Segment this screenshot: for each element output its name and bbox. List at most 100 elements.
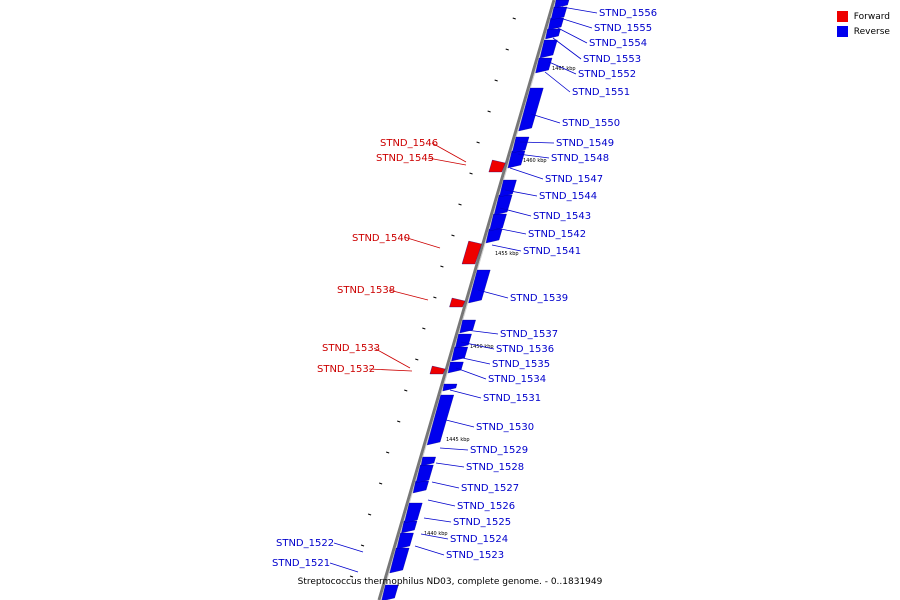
label-leader-line <box>477 289 509 299</box>
gene-label-stnd-1556[interactable]: STND_1556 <box>599 8 657 19</box>
gene-label-stnd-1550[interactable]: STND_1550 <box>562 118 620 129</box>
legend-label-forward: Forward <box>853 11 890 22</box>
minor-tick-mark <box>397 420 401 423</box>
gene-label-stnd-1555[interactable]: STND_1555 <box>594 23 652 34</box>
label-leader-line <box>439 447 469 451</box>
reverse-gene-block <box>539 39 558 59</box>
label-leader-line <box>427 499 456 507</box>
genome-backbone-highlight <box>380 0 557 600</box>
gene-label-stnd-1547[interactable]: STND_1547 <box>545 174 603 185</box>
reverse-gene-block <box>381 584 399 600</box>
minor-tick-mark <box>415 358 419 361</box>
label-leader-line <box>457 356 491 365</box>
gene-label-stnd-1552[interactable]: STND_1552 <box>578 69 636 80</box>
gene-label-stnd-1523[interactable]: STND_1523 <box>446 550 504 561</box>
gene-label-stnd-1536[interactable]: STND_1536 <box>496 344 554 355</box>
minor-tick-mark <box>476 141 480 144</box>
gene-label-stnd-1535[interactable]: STND_1535 <box>492 359 550 370</box>
label-leader-line <box>530 113 561 124</box>
label-leader-line <box>368 368 413 372</box>
gene-label-stnd-1545[interactable]: STND_1545 <box>376 153 434 164</box>
gene-label-stnd-1529[interactable]: STND_1529 <box>470 445 528 456</box>
label-leader-line <box>519 141 555 144</box>
gene-label-stnd-1534[interactable]: STND_1534 <box>488 374 546 385</box>
label-leader-line <box>509 167 544 180</box>
reverse-gene-block <box>554 0 570 9</box>
reverse-gene-block <box>396 532 414 550</box>
gene-label-stnd-1542[interactable]: STND_1542 <box>528 229 586 240</box>
minor-tick-mark <box>440 265 444 268</box>
gene-label-stnd-1549[interactable]: STND_1549 <box>556 138 614 149</box>
scale-tick-1440: 1440 kbp <box>424 531 448 537</box>
gene-label-stnd-1539[interactable]: STND_1539 <box>510 293 568 304</box>
gene-label-stnd-1546[interactable]: STND_1546 <box>380 138 438 149</box>
label-leader-line <box>423 517 452 523</box>
gene-label-stnd-1548[interactable]: STND_1548 <box>551 153 609 164</box>
label-leader-line <box>455 367 487 380</box>
gene-label-stnd-1521[interactable]: STND_1521 <box>272 558 330 569</box>
reverse-gene-block <box>489 213 507 232</box>
reverse-gene-block <box>550 6 568 21</box>
gene-label-stnd-1531[interactable]: STND_1531 <box>483 393 541 404</box>
reverse-gene-block <box>468 269 491 304</box>
label-leader-line <box>333 542 364 553</box>
minor-tick-mark <box>451 234 455 237</box>
label-leader-line <box>414 545 445 556</box>
gene-label-stnd-1551[interactable]: STND_1551 <box>572 87 630 98</box>
legend: Forward Reverse <box>836 9 890 39</box>
label-leader-line <box>329 562 359 573</box>
label-leader-line <box>465 329 499 335</box>
reverse-gene-block <box>426 394 454 446</box>
label-leader-line <box>559 17 593 29</box>
reverse-gene-block <box>459 319 476 334</box>
gene-label-stnd-1554[interactable]: STND_1554 <box>589 38 647 49</box>
label-leader-line <box>388 289 429 301</box>
reverse-gene-block <box>518 87 544 132</box>
label-leader-line <box>561 6 598 14</box>
minor-tick-mark <box>512 17 516 20</box>
minor-tick-mark <box>422 327 426 330</box>
legend-item-reverse: Reverse <box>836 24 890 39</box>
gene-label-stnd-1524[interactable]: STND_1524 <box>450 534 508 545</box>
legend-label-reverse: Reverse <box>853 26 890 37</box>
gene-label-stnd-1533[interactable]: STND_1533 <box>322 343 380 354</box>
gene-label-stnd-1553[interactable]: STND_1553 <box>583 54 641 65</box>
gene-label-stnd-1541[interactable]: STND_1541 <box>523 246 581 257</box>
reverse-gene-block <box>499 179 517 198</box>
reverse-gene-block <box>455 333 472 349</box>
reverse-gene-block <box>401 520 418 534</box>
label-leader-line <box>499 207 532 217</box>
reverse-gene-block <box>447 361 464 374</box>
gene-label-stnd-1543[interactable]: STND_1543 <box>533 211 591 222</box>
gene-label-stnd-1544[interactable]: STND_1544 <box>539 191 597 202</box>
minor-tick-mark <box>505 48 509 51</box>
gene-label-stnd-1528[interactable]: STND_1528 <box>466 462 524 473</box>
label-leader-line <box>544 71 571 93</box>
scale-tick-1460: 1460 kbp <box>523 158 547 164</box>
gene-label-stnd-1530[interactable]: STND_1530 <box>476 422 534 433</box>
reverse-gene-block <box>451 346 468 362</box>
gene-label-stnd-1526[interactable]: STND_1526 <box>457 501 515 512</box>
gene-label-stnd-1537[interactable]: STND_1537 <box>500 329 558 340</box>
label-leader-line <box>420 533 449 540</box>
forward-gene-block <box>488 159 506 173</box>
genome-backbone <box>377 0 556 600</box>
gene-label-stnd-1522[interactable]: STND_1522 <box>276 538 334 549</box>
gene-label-stnd-1538[interactable]: STND_1538 <box>337 285 395 296</box>
minor-tick-mark <box>386 451 390 454</box>
minor-tick-mark <box>349 575 354 578</box>
minor-tick-mark <box>469 172 473 175</box>
gene-label-stnd-1527[interactable]: STND_1527 <box>461 483 519 494</box>
reverse-gene-block <box>535 57 553 74</box>
reverse-gene-block <box>545 28 561 40</box>
gene-label-stnd-1525[interactable]: STND_1525 <box>453 517 511 528</box>
scale-tick-1455: 1455 kbp <box>495 251 519 257</box>
legend-item-forward: Forward <box>836 9 890 24</box>
reverse-gene-block <box>442 383 458 392</box>
label-leader-line <box>403 236 441 249</box>
gene-label-stnd-1540[interactable]: STND_1540 <box>352 233 410 244</box>
label-leader-line <box>517 153 550 159</box>
forward-swatch <box>836 11 848 22</box>
gene-label-stnd-1532[interactable]: STND_1532 <box>317 364 375 375</box>
minor-tick-mark <box>360 544 365 547</box>
